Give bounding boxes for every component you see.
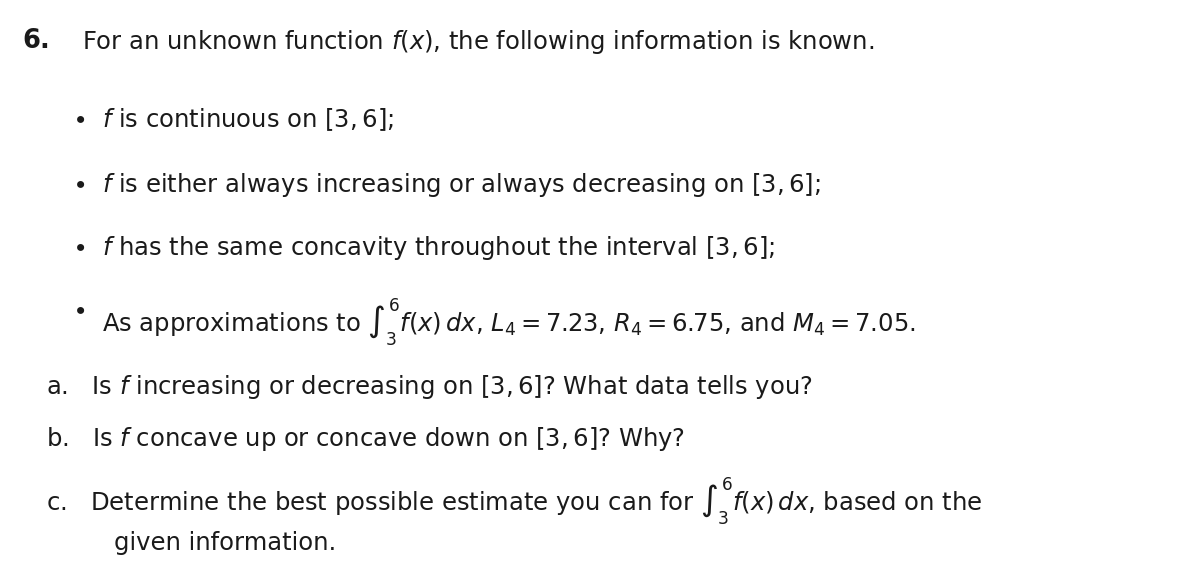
Text: b.   Is $f$ concave up or concave down on $[3, 6]$? Why?: b. Is $f$ concave up or concave down on … — [46, 426, 685, 453]
Text: $\bullet$: $\bullet$ — [72, 297, 85, 321]
Text: $f$ has the same concavity throughout the interval $[3, 6]$;: $f$ has the same concavity throughout th… — [102, 234, 775, 262]
Text: given information.: given information. — [114, 531, 336, 555]
Text: a.   Is $f$ increasing or decreasing on $[3, 6]$? What data tells you?: a. Is $f$ increasing or decreasing on $[… — [46, 372, 812, 401]
Text: $\bullet$: $\bullet$ — [72, 106, 85, 130]
Text: As approximations to $\int_3^6 f(x)\, dx$, $L_4 = 7.23$, $R_4 = 6.75$, and $M_4 : As approximations to $\int_3^6 f(x)\, dx… — [102, 297, 916, 349]
Text: $\mathbf{6.}$: $\mathbf{6.}$ — [22, 28, 49, 54]
Text: c.   Determine the best possible estimate you can for $\int_3^6 f(x)\, dx$, base: c. Determine the best possible estimate … — [46, 476, 982, 527]
Text: $\bullet$: $\bullet$ — [72, 234, 85, 258]
Text: $f$ is continuous on $[3, 6]$;: $f$ is continuous on $[3, 6]$; — [102, 106, 394, 133]
Text: $\bullet$: $\bullet$ — [72, 171, 85, 195]
Text: $f$ is either always increasing or always decreasing on $[3, 6]$;: $f$ is either always increasing or alway… — [102, 171, 821, 199]
Text: For an unknown function $f(x)$, the following information is known.: For an unknown function $f(x)$, the foll… — [82, 28, 874, 56]
